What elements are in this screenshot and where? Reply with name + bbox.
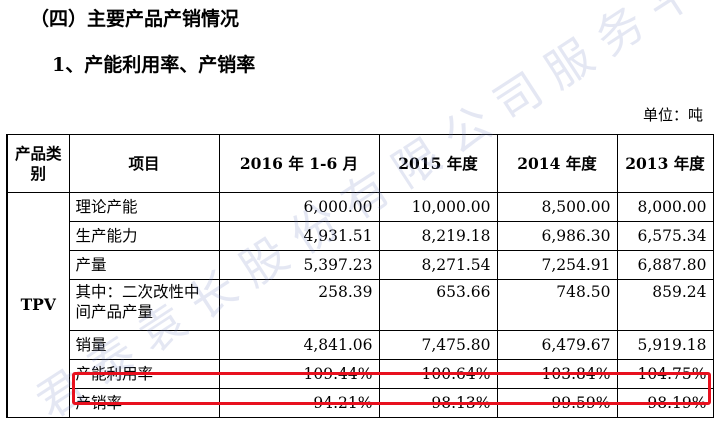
table-row: 产销率 94.21% 98.13% 99.59% 98.19%	[7, 388, 714, 418]
table-row: 产能利用率 109.44% 100.64% 103.84% 104.75%	[7, 359, 714, 389]
row-value: 4,931.51	[218, 221, 380, 251]
row-value: 748.50	[496, 279, 618, 331]
row-value: 98.13%	[378, 388, 498, 418]
row-value: 6,575.34	[616, 221, 714, 251]
category-cell: TPV	[6, 192, 70, 418]
row-value: 258.39	[218, 279, 380, 331]
row-item: 生产能力	[68, 221, 220, 251]
row-value: 653.66	[378, 279, 498, 331]
row-value: 8,271.54	[378, 250, 498, 280]
row-value: 104.75%	[616, 359, 714, 389]
sub-title: 1、产能利用率、产销率	[52, 54, 256, 76]
row-item: 理论产能	[68, 192, 220, 222]
table-row: TPV 理论产能 6,000.00 10,000.00 8,500.00 8,0…	[6, 192, 714, 418]
row-value: 6,479.67	[496, 330, 618, 360]
row-item: 产销率	[68, 388, 220, 418]
table-header-row: 产品类别 项目 2016 年 1-6 月 2015 年度 2014 年度 201…	[6, 134, 714, 193]
row-value: 7,475.80	[378, 330, 498, 360]
row-value: 10,000.00	[378, 192, 498, 222]
row-value: 8,500.00	[496, 192, 618, 222]
header-2015: 2015 年度	[378, 134, 498, 193]
row-value: 6,887.80	[616, 250, 714, 280]
row-value: 5,397.23	[218, 250, 380, 280]
row-value: 6,000.00	[218, 192, 380, 222]
header-item: 项目	[68, 134, 220, 193]
row-value: 8,219.18	[378, 221, 498, 251]
table-row: 产量 5,397.23 8,271.54 7,254.91 6,887.80	[7, 250, 714, 280]
unit-label: 单位：吨	[642, 106, 703, 124]
row-value: 100.64%	[378, 359, 498, 389]
row-value: 5,919.18	[616, 330, 714, 360]
header-2014: 2014 年度	[496, 134, 618, 193]
table-row: 销量 4,841.06 7,475.80 6,479.67 5,919.18	[7, 330, 714, 360]
table-row: 生产能力 4,931.51 8,219.18 6,986.30 6,575.34	[7, 221, 714, 251]
row-value: 103.84%	[496, 359, 618, 389]
table-row: 其中：二次改性中间产品产量 258.39 653.66 748.50 859.2…	[7, 279, 714, 331]
header-category: 产品类别	[6, 134, 70, 193]
header-2013: 2013 年度	[616, 134, 714, 193]
row-value: 6,986.30	[496, 221, 618, 251]
row-value: 859.24	[616, 279, 714, 331]
row-value: 98.19%	[616, 388, 714, 418]
row-value: 99.59%	[496, 388, 618, 418]
section-title: （四）主要产品产销情况	[30, 8, 240, 30]
row-value: 7,254.91	[496, 250, 618, 280]
row-value: 109.44%	[218, 359, 380, 389]
row-value: 94.21%	[218, 388, 380, 418]
row-item: 产量	[68, 250, 220, 280]
row-item: 产能利用率	[68, 359, 220, 389]
row-item: 销量	[68, 330, 220, 360]
capacity-table: 产品类别 项目 2016 年 1-6 月 2015 年度 2014 年度 201…	[6, 134, 714, 418]
row-item: 其中：二次改性中间产品产量	[68, 279, 220, 331]
header-2016h1: 2016 年 1-6 月	[218, 134, 380, 193]
row-value: 8,000.00	[616, 192, 714, 222]
row-value: 4,841.06	[218, 330, 380, 360]
